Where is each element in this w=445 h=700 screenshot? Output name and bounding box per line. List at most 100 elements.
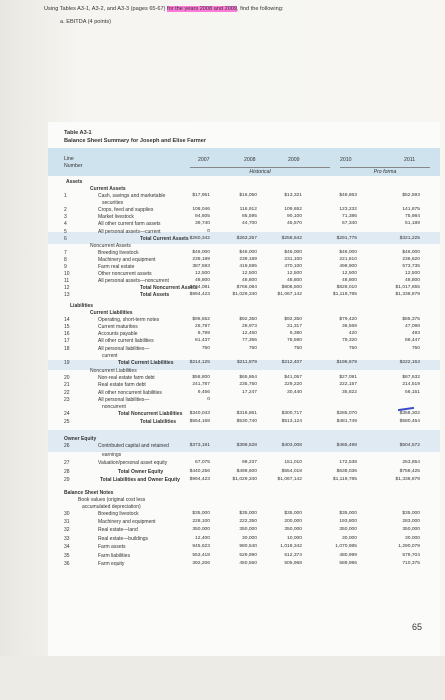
cell-value: $41,057 bbox=[284, 374, 302, 380]
row-line-number: 18 bbox=[64, 345, 70, 352]
year-header: 2008 bbox=[244, 157, 256, 163]
row-line-number: 16 bbox=[64, 331, 70, 338]
cell-value: 239,189 bbox=[192, 256, 210, 262]
cell-value: $994,423 bbox=[189, 292, 210, 298]
cell-value: $321,225 bbox=[399, 235, 420, 241]
row-label: All other current liabilities bbox=[98, 338, 154, 345]
row-label: All other noncurrent liabilities bbox=[98, 389, 162, 396]
cell-value: 116,912 bbox=[239, 207, 257, 213]
cell-value: 12,500 bbox=[342, 271, 357, 277]
cell-value: 1,290,079 bbox=[398, 544, 420, 550]
cell-value: 109,652 bbox=[284, 207, 302, 213]
row-label: Farm equity bbox=[98, 560, 125, 567]
cell-value: $994,423 bbox=[189, 477, 210, 482]
cell-value: $263,257 bbox=[236, 235, 257, 241]
row-line-number: 32 bbox=[64, 527, 70, 534]
cell-value: 1,018,342 bbox=[280, 544, 302, 550]
cell-value: $46,000 bbox=[284, 249, 302, 255]
row-line-number: 22 bbox=[64, 389, 70, 396]
row-line-number: 29 bbox=[64, 477, 70, 483]
row-label: Noncurrent Liabilities bbox=[90, 367, 137, 374]
cell-value: $85,375 bbox=[402, 316, 420, 322]
current-liabilities-heading: Current Liabilities bbox=[90, 309, 133, 316]
row-line-number: 4 bbox=[64, 221, 67, 228]
row-line-number: 23 bbox=[64, 396, 70, 403]
year-header: 2009 bbox=[288, 157, 300, 163]
cell-value: 30,000 bbox=[405, 535, 420, 541]
row-line-number: 7 bbox=[64, 249, 67, 256]
cell-value: $398,528 bbox=[236, 443, 257, 448]
cell-value: $92,350 bbox=[284, 316, 302, 322]
cell-value: 31,317 bbox=[287, 323, 302, 329]
row-line-number: 19 bbox=[64, 360, 70, 367]
cell-value: 529,990 bbox=[239, 552, 257, 558]
cell-value: 85,595 bbox=[242, 214, 257, 220]
proforma-label: Pro forma bbox=[340, 167, 430, 175]
row-label: Accounts payable bbox=[98, 331, 138, 338]
row-line-number: 2 bbox=[64, 207, 67, 214]
instruction-text: Using Tables A3-1, A3-2, and A3-3 (pages… bbox=[44, 6, 166, 12]
cell-value: 387,593 bbox=[192, 264, 210, 269]
cell-value: 9,380 bbox=[289, 331, 302, 337]
page-number: 65 bbox=[412, 622, 423, 632]
cell-value: 228,100 bbox=[192, 518, 210, 524]
cell-value: 221,810 bbox=[339, 256, 357, 262]
cell-value: 0 bbox=[207, 396, 210, 402]
cell-value: $481,749 bbox=[336, 418, 357, 424]
cell-value: 450,550 bbox=[239, 560, 257, 566]
cell-value: 39,740 bbox=[195, 221, 210, 227]
row-line-number: 3 bbox=[64, 214, 67, 221]
cell-value: 12,450 bbox=[242, 331, 257, 337]
row-label: Operating, short-term notes bbox=[98, 316, 160, 323]
cell-value: $46,000 bbox=[402, 249, 420, 255]
cell-value: $258,642 bbox=[281, 235, 302, 241]
row-line-number: 14 bbox=[64, 316, 70, 323]
row-label-cont: noncurrent bbox=[102, 404, 126, 411]
cell-value: $504,572 bbox=[399, 443, 420, 448]
cell-value: 945,623 bbox=[192, 544, 210, 550]
cell-value: 350,000 bbox=[192, 527, 210, 533]
row-label: Farm liabilities bbox=[98, 552, 130, 559]
row-label-cont: securities bbox=[102, 200, 124, 207]
cell-value: $554,168 bbox=[189, 418, 210, 424]
row-line-number: 12 bbox=[64, 285, 70, 292]
cell-value: $291,775 bbox=[336, 235, 357, 241]
cell-value: 283,000 bbox=[402, 518, 420, 524]
cell-value: $554,018 bbox=[281, 468, 302, 474]
cell-value: 9,456 bbox=[197, 389, 210, 395]
cell-value: 90,100 bbox=[287, 214, 302, 220]
table-title: Table A3-1 Balance Sheet Summary for Jose… bbox=[64, 130, 207, 144]
cell-value: $513,124 bbox=[281, 418, 302, 424]
row-label: Real estate—land bbox=[98, 527, 138, 534]
cell-value: $48,863 bbox=[339, 193, 357, 198]
cell-value: 81,437 bbox=[195, 338, 210, 344]
cell-value: $13,321 bbox=[284, 193, 302, 198]
cell-value: $52,593 bbox=[402, 193, 420, 198]
cell-value: 980,540 bbox=[239, 544, 257, 550]
cell-value: 200,000 bbox=[284, 518, 302, 524]
cell-value: $17,951 bbox=[192, 193, 210, 198]
cell-value: 36,569 bbox=[342, 323, 357, 329]
cell-value: 35,822 bbox=[342, 389, 357, 395]
liabilities-heading: Liabilities bbox=[70, 302, 94, 309]
cell-value: $440,256 bbox=[189, 468, 210, 474]
cell-value: 0 bbox=[207, 228, 210, 234]
cell-value: $766,084 bbox=[236, 285, 257, 291]
row-line-number: 30 bbox=[64, 510, 70, 517]
cell-value: 231,100 bbox=[284, 256, 302, 262]
cell-value: 45,570 bbox=[287, 221, 302, 227]
cell-value: 239,189 bbox=[239, 256, 257, 262]
cell-value: 241,787 bbox=[192, 382, 210, 388]
row-label: Crops, feed and supplies bbox=[98, 207, 154, 214]
row-label: Non-real estate farm debt bbox=[98, 374, 155, 381]
cell-value: $87,632 bbox=[402, 374, 420, 380]
cell-value: $1,119,785 bbox=[332, 477, 357, 482]
row-label: Total Current Assets bbox=[140, 235, 189, 242]
row-label: All personal assets—noncurrent bbox=[98, 278, 169, 285]
cell-value: $58,800 bbox=[192, 374, 210, 380]
cell-value: 75,984 bbox=[405, 214, 420, 220]
cell-value: 235,750 bbox=[239, 382, 257, 388]
cell-value: $79,420 bbox=[339, 316, 357, 322]
row-line-number: 11 bbox=[64, 278, 70, 285]
cell-value: $373,181 bbox=[189, 443, 210, 448]
